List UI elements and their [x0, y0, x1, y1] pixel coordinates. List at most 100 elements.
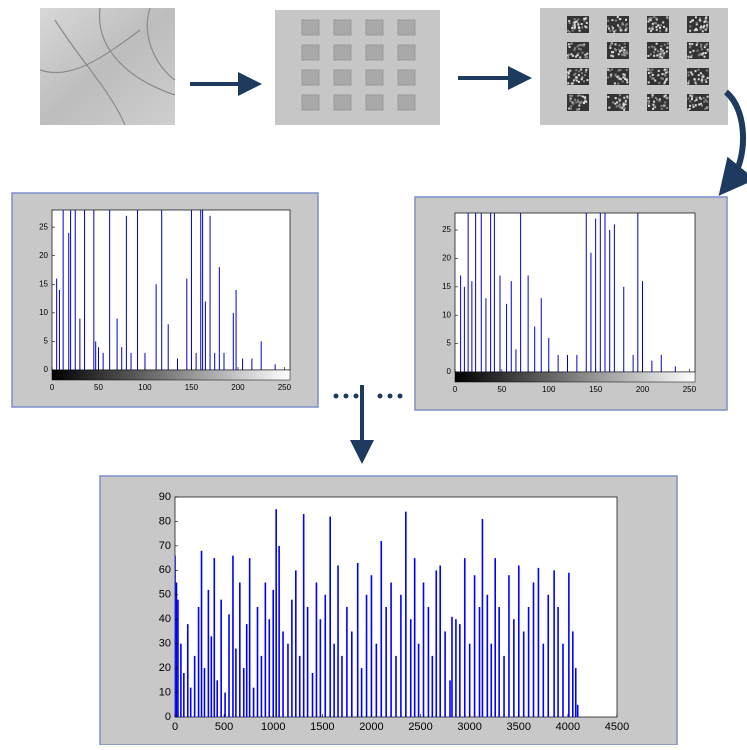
noise — [651, 95, 654, 98]
x-tick-label: 150 — [589, 385, 603, 394]
noise — [698, 96, 701, 99]
x-tick-label: 500 — [215, 721, 233, 733]
bars — [175, 509, 579, 717]
noise — [607, 68, 610, 71]
noise — [662, 54, 665, 57]
y-tick-label: 80 — [159, 515, 171, 527]
noise — [687, 71, 690, 74]
y-tick-label: 0 — [165, 711, 171, 723]
noise — [575, 79, 578, 82]
noise — [574, 47, 577, 50]
x-tick-label: 0 — [172, 721, 178, 733]
noise — [614, 102, 617, 105]
noise — [701, 30, 704, 33]
noise — [610, 25, 613, 28]
block — [365, 94, 384, 111]
noise — [618, 94, 621, 97]
noise — [586, 79, 589, 82]
noise — [699, 19, 702, 22]
noise — [700, 43, 703, 46]
noise — [704, 28, 707, 31]
noise — [649, 17, 652, 20]
block — [397, 94, 416, 111]
y-tick-label: 70 — [159, 540, 171, 552]
noise — [613, 30, 616, 33]
noise — [655, 26, 658, 29]
noise — [665, 78, 668, 81]
noise — [569, 97, 572, 100]
noise — [704, 18, 707, 21]
noise — [569, 42, 572, 45]
noise — [619, 29, 622, 32]
noise — [703, 100, 706, 103]
noise — [614, 97, 617, 100]
noise — [567, 53, 570, 56]
x-tick-label: 100 — [542, 385, 556, 394]
bars — [460, 213, 676, 372]
noise — [703, 55, 706, 58]
noise — [655, 17, 658, 20]
block — [397, 19, 416, 36]
noise — [649, 53, 652, 56]
noise — [698, 17, 701, 20]
noise — [580, 78, 583, 81]
noise — [580, 101, 583, 104]
x-tick-label: 4500 — [605, 721, 629, 733]
noise — [581, 51, 584, 54]
noise — [623, 108, 626, 111]
noise — [689, 25, 692, 28]
x-tick-label: 100 — [138, 383, 152, 392]
noise — [576, 99, 579, 102]
noise — [692, 49, 695, 52]
noise — [706, 24, 709, 27]
noise — [658, 81, 661, 84]
noise — [623, 49, 626, 52]
noise — [663, 82, 666, 85]
noise — [653, 100, 656, 103]
noise — [621, 80, 624, 83]
noise — [651, 68, 654, 71]
noise — [695, 82, 698, 85]
block — [333, 94, 352, 111]
noise — [577, 100, 580, 103]
noise — [569, 94, 572, 97]
noise — [568, 22, 571, 25]
noise — [618, 99, 621, 102]
lbp-block — [647, 68, 669, 85]
noise — [701, 79, 704, 82]
noise — [691, 95, 694, 98]
noise — [581, 44, 584, 47]
noise — [660, 104, 663, 107]
noise — [584, 25, 587, 28]
noise — [657, 53, 660, 56]
block — [301, 44, 320, 61]
block — [365, 19, 384, 36]
noise — [694, 70, 697, 73]
noise — [657, 69, 660, 72]
noise — [580, 95, 583, 98]
noise — [571, 101, 574, 104]
noise — [654, 79, 657, 82]
noise — [665, 29, 668, 32]
noise — [619, 106, 622, 109]
noise — [649, 75, 652, 78]
noise — [613, 47, 616, 50]
noise — [693, 100, 696, 103]
noise — [609, 74, 612, 77]
noise — [618, 97, 621, 100]
x-tick-label: 2500 — [408, 721, 432, 733]
noise — [568, 107, 571, 110]
noise — [706, 106, 709, 109]
noise — [581, 26, 584, 29]
noise — [568, 30, 571, 33]
block — [301, 69, 320, 86]
noise — [704, 44, 707, 47]
noise — [608, 27, 611, 30]
noise — [694, 81, 697, 84]
noise — [663, 43, 666, 46]
noise — [614, 43, 617, 46]
noise — [649, 19, 652, 22]
noise — [577, 108, 580, 111]
noise — [661, 77, 664, 80]
y-tick-label: 10 — [159, 686, 171, 698]
